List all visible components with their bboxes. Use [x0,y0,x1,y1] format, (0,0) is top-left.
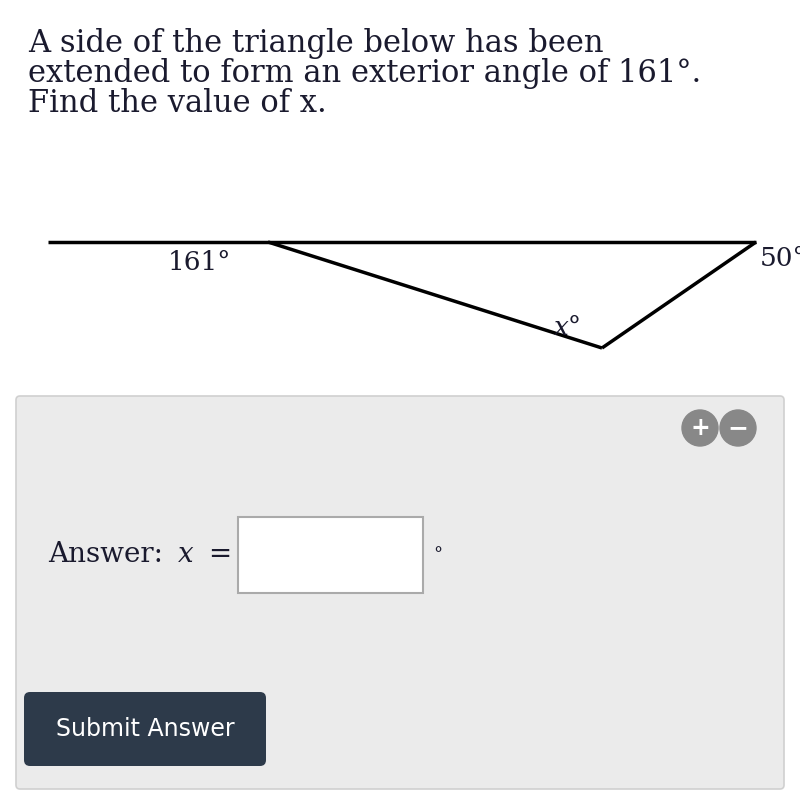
Text: extended to form an exterior angle of 161°.: extended to form an exterior angle of 16… [28,58,702,89]
Text: Find the value of x.: Find the value of x. [28,88,326,119]
Text: 50°: 50° [760,246,800,271]
Text: x: x [178,542,194,569]
Circle shape [720,410,756,446]
FancyBboxPatch shape [24,692,266,766]
Text: +: + [690,416,710,440]
FancyBboxPatch shape [238,517,423,593]
Text: 161°: 161° [168,250,231,275]
FancyBboxPatch shape [16,396,784,789]
Text: Answer:: Answer: [48,542,181,569]
Text: =: = [200,542,232,569]
Text: °: ° [433,546,442,564]
Text: Submit Answer: Submit Answer [56,717,234,741]
Text: −: − [727,416,749,440]
Circle shape [682,410,718,446]
Text: A side of the triangle below has been: A side of the triangle below has been [28,28,604,59]
Text: x°: x° [554,315,582,340]
